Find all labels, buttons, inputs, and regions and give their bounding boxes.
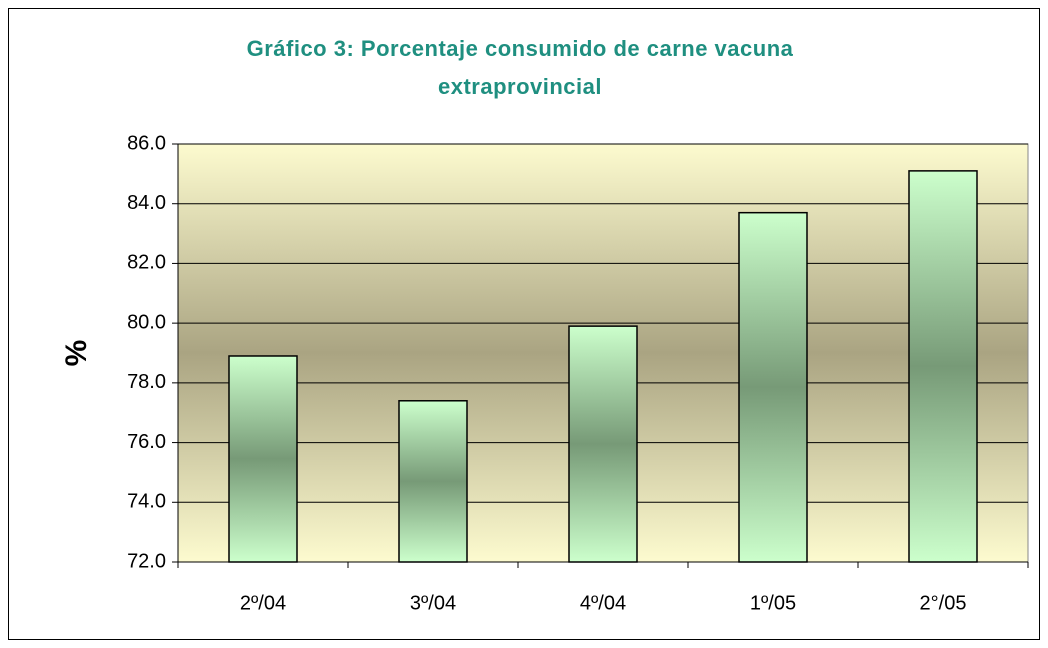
- y-tick-label: 76.0: [127, 431, 166, 453]
- y-tick-label: 80.0: [127, 311, 166, 333]
- y-tick-label: 86.0: [127, 132, 166, 154]
- bar: [908, 170, 978, 563]
- x-tick-label: 2°/05: [920, 592, 967, 614]
- x-tick-label: 1º/05: [750, 592, 796, 614]
- bar: [568, 325, 638, 563]
- y-tick-label: 74.0: [127, 491, 166, 513]
- x-tick-label: 3º/04: [410, 592, 456, 614]
- y-tick-label: 84.0: [127, 192, 166, 214]
- y-tick-label: 72.0: [127, 550, 166, 572]
- bar: [738, 211, 808, 563]
- x-tick-label: 4º/04: [580, 592, 626, 614]
- bar: [228, 355, 298, 563]
- y-tick-label: 78.0: [127, 371, 166, 393]
- bar: [398, 400, 468, 563]
- x-tick-label: 2º/04: [240, 592, 286, 614]
- y-axis-label: %: [60, 340, 93, 367]
- chart-title: Gráfico 3: Porcentaje consumido de carne…: [246, 36, 794, 99]
- y-tick-label: 82.0: [127, 252, 166, 274]
